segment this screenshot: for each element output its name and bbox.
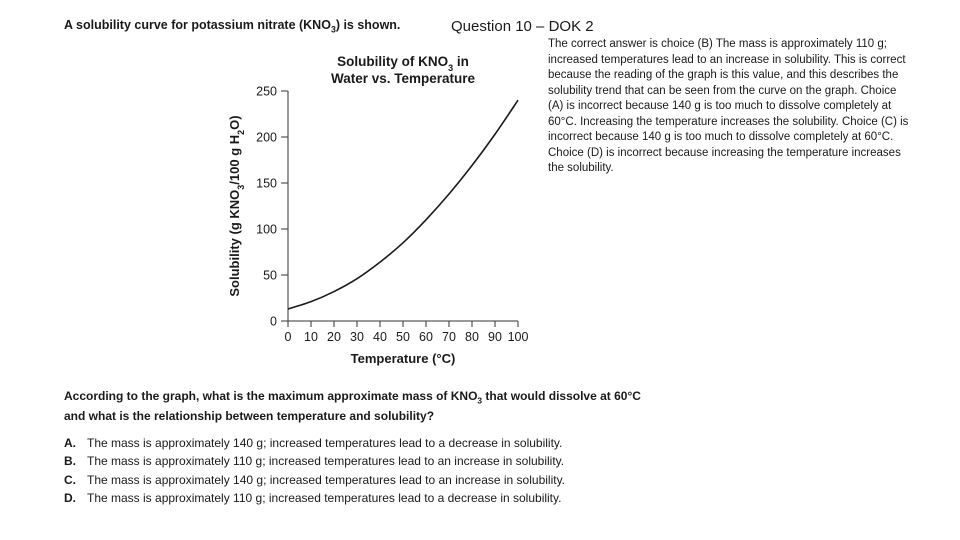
x-tick-label: 90 [488,330,502,344]
y-tick-label: 200 [256,131,277,145]
x-tick-label: 30 [350,330,364,344]
question-text: According to the graph, what is the maxi… [64,389,641,423]
solubility-curve-line [287,99,519,310]
intro-text: A solubility curve for potassium nitrate… [64,18,401,35]
x-tick-label: 0 [285,330,292,344]
y-axis-label-text: Solubility (g KNO3/100 g H2O) [227,115,246,296]
x-tick-label: 50 [396,330,410,344]
y-axis-label-part: O) [227,115,242,129]
y-axis-label-part: Solubility (g KNO [227,190,242,297]
x-tick-label: 20 [327,330,341,344]
y-tick-labels: 0 50 100 150 200 250 [256,85,288,329]
y-axis-label-subscript: 2 [236,130,246,135]
x-tick-labels: 0 10 20 30 40 50 60 70 80 90 100 [285,321,529,344]
y-tick-label: 250 [256,85,277,99]
slide-title: Question 10 – DOK 2 [451,18,594,35]
choice-d[interactable]: D. The mass is approximately 110 g; incre… [64,491,562,506]
chart-axes [287,91,518,322]
x-tick-label: 40 [373,330,387,344]
answer-explanation: The correct answer is choice (B) The mas… [548,38,909,174]
chart-title-line-2: Water vs. Temperature [331,71,476,86]
y-tick-label: 50 [263,269,277,283]
choice-c[interactable]: C. The mass is approximately 140 g; incre… [64,472,566,487]
x-tick-label: 80 [465,330,479,344]
y-tick-label: 0 [270,315,277,329]
y-axis-label: Solubility (g KNO3/100 g H2O) [227,115,246,296]
chart-title-text-end: in [453,54,469,69]
y-axis-label-part: /100 g H [227,135,242,185]
y-tick-label: 100 [256,223,277,237]
chart-title-line-1: Solubility of KNO3 in [337,54,469,73]
x-axis-label: Temperature (°C) [351,351,456,366]
chart-title-subscript: 3 [448,63,453,73]
answer-choices: A. The mass is approximately 140 g; incre… [64,436,565,510]
x-tick-label: 60 [419,330,433,344]
choice-a[interactable]: A. The mass is approximately 140 g; incre… [64,436,563,450]
y-axis-label-subscript: 3 [236,185,246,190]
y-tick-label: 150 [256,177,277,191]
x-tick-label: 70 [442,330,456,344]
choice-b[interactable]: B. The mass is approximately 110 g; incre… [64,454,565,469]
chart-title-text: Solubility of KNO [337,54,448,69]
x-tick-label: 100 [508,330,529,344]
solubility-curve-group [287,99,519,310]
x-tick-label: 10 [304,330,318,344]
